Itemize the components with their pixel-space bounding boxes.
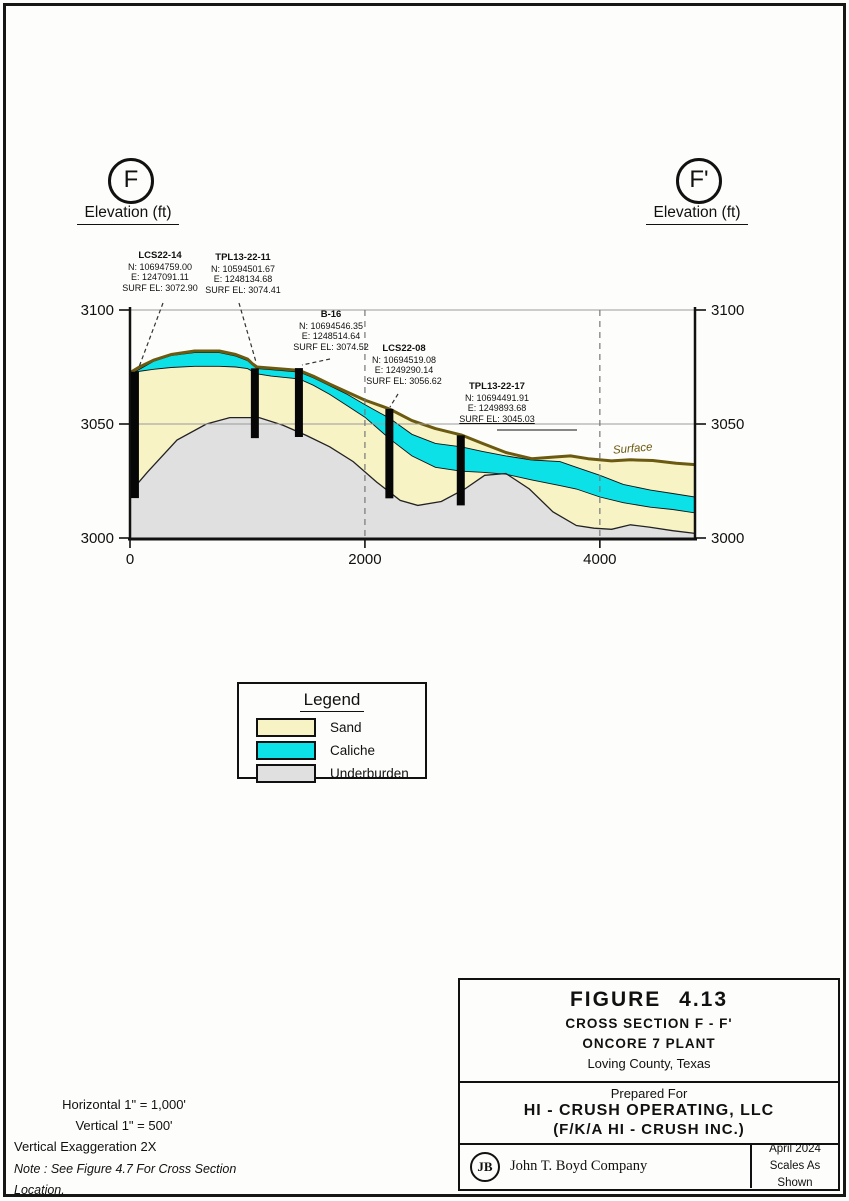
scale-notes: Horizontal 1" = 1,000' Vertical 1" = 500… [14,1094,250,1201]
legend-item-sand: Sand [256,717,425,737]
legend: Legend Sand Caliche Underburden [237,682,427,783]
y-tick-label: 3000 [81,530,114,547]
caliche-swatch [256,740,316,760]
prepared-for-block: Prepared For HI - CRUSH OPERATING, LLC (… [460,1083,838,1145]
legend-title: Legend [239,690,425,712]
y-tick-label: 3050 [81,416,114,433]
surface-annotation: Surface [612,441,653,456]
plant-name: ONCORE 7 PLANT [582,1036,716,1051]
vertical-scale: Vertical 1" = 500' [75,1118,173,1133]
county-name: Loving County, Texas [587,1056,711,1071]
label-leader-line [301,358,331,366]
figure-number: FIGURE 4.13 [569,988,729,1011]
label-leader-line [389,393,399,408]
underburden-contact-line [129,416,696,535]
underburden-layer [130,417,695,538]
client-name: HI - CRUSH OPERATING, LLC [523,1102,775,1119]
left-axis-title: Elevation (ft) [53,204,203,225]
author-name: John T. Boyd Company [510,1158,648,1174]
title-block: FIGURE 4.13 CROSS SECTION F - F' ONCORE … [458,978,840,1191]
figure-scales: Scales As Shown [769,1159,821,1190]
y-tick-label: 3100 [81,302,114,319]
borehole-bar-TPL13-22-11 [250,368,259,439]
section-start-marker: F [108,158,154,204]
x-tick-label: 0 [126,551,134,568]
client-fka: (F/K/A HI - CRUSH INC.) [553,1121,745,1138]
x-tick-label: 4000 [583,551,616,568]
jtb-logo: JB [470,1151,500,1182]
x-tick-label: 2000 [348,551,381,568]
author-block: JB John T. Boyd Company April 2024 Scale… [460,1143,838,1189]
horizontal-scale: Horizontal 1" = 1,000' [62,1097,186,1112]
figure-subtitle: CROSS SECTION F - F' [565,1016,733,1031]
borehole-bar-LCS22-14 [130,371,139,499]
y-tick-label: 3050 [711,416,744,433]
borehole-bar-B-16 [294,368,303,437]
title-block-header: FIGURE 4.13 CROSS SECTION F - F' ONCORE … [460,980,838,1083]
borehole-bar-TPL13-22-17 [456,435,465,506]
y-tick-label: 3100 [711,302,744,319]
legend-item-underburden: Underburden [256,763,425,783]
right-axis-title: Elevation (ft) [622,204,772,225]
borehole-label: TPL13-22-17 N: 10694491.91 E: 1249893.68… [459,381,535,424]
borehole-bar-LCS22-08 [385,408,394,499]
borehole-label: LCS22-08 N: 10694519.08 E: 1249290.14 SU… [366,343,442,386]
legend-item-caliche: Caliche [256,740,425,760]
location-note: Note : See Figure 4.7 For Cross Section … [14,1162,237,1197]
y-tick-label: 3000 [711,530,744,547]
borehole-label: LCS22-14 N: 10694759.00 E: 1247091.11 SU… [122,250,198,293]
borehole-label: TPL13-22-11 N: 10594501.67 E: 1248134.68… [205,252,281,295]
borehole-label: B-16 N: 10694546.35 E: 1248514.64 SURF E… [293,309,369,352]
label-leader-line [238,302,257,363]
vertical-exaggeration: Vertical Exaggeration 2X [14,1139,157,1154]
label-leader-line [138,302,164,368]
sand-swatch [256,717,316,737]
section-end-marker: F' [676,158,722,204]
figure-date: April 2024 [769,1142,821,1155]
underburden-swatch [256,763,316,783]
